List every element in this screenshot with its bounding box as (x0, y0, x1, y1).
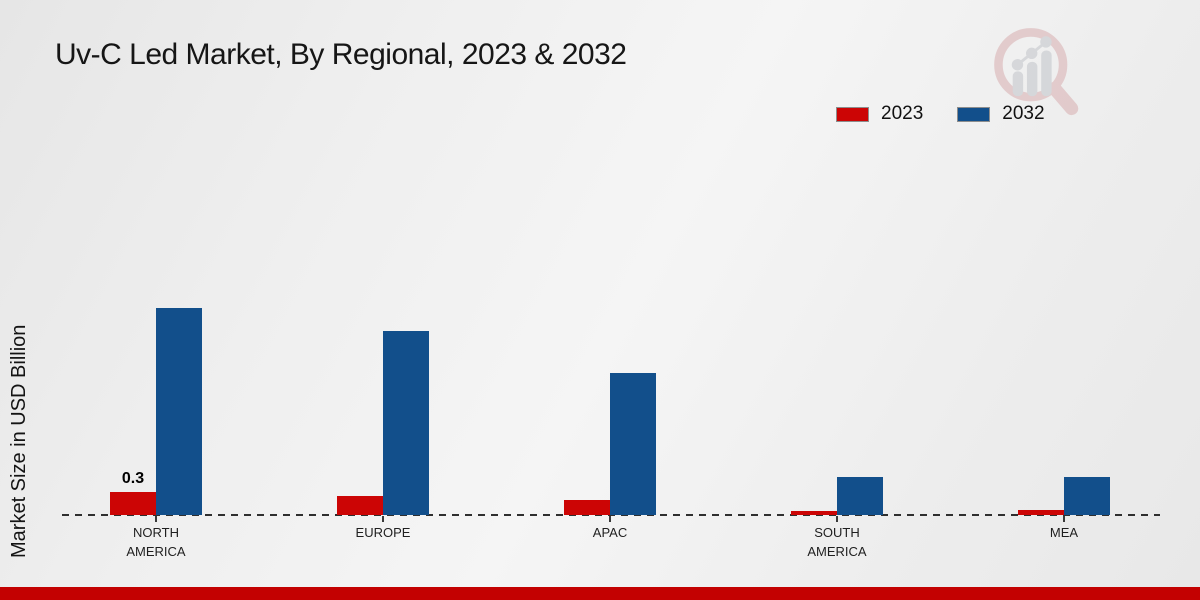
legend-item-2032: 2032 (957, 103, 1045, 125)
x-label-south-america: SOUTH AMERICA (807, 525, 867, 559)
bar-2032-europe (383, 331, 429, 515)
zero-baseline (62, 514, 1160, 516)
x-tick-mea (1063, 516, 1065, 522)
legend-item-2023: 2023 (836, 103, 923, 125)
bar-2032-north-america (156, 308, 202, 515)
magnifier-icon (994, 28, 1079, 116)
x-tick-europe (382, 516, 384, 522)
bar-value-label-2023-north-america: 0.3 (121, 470, 145, 487)
bar-2023-north-america (110, 492, 156, 515)
y-axis-title: Market Size in USD Billion (8, 324, 30, 558)
x-tick-north-america (155, 516, 157, 522)
x-tick-south-america (836, 516, 838, 522)
bar-2032-south-america (837, 477, 883, 515)
bar-2023-mea (1018, 510, 1064, 515)
x-label-europe: EUROPE (355, 525, 411, 540)
legend-swatch-2023 (836, 106, 869, 122)
legend-label-2023: 2023 (881, 103, 924, 124)
chart-title: Uv-C Led Market, By Regional, 2023 & 203… (55, 38, 627, 71)
legend: 2023 2032 (836, 103, 1045, 125)
bar-growth-icon (1011, 36, 1052, 97)
watermark-logo (994, 28, 1079, 116)
bar-2032-apac (610, 373, 656, 515)
x-tick-apac (609, 516, 611, 522)
x-label-apac: APAC (592, 525, 628, 540)
bar-2023-europe (337, 496, 383, 515)
x-label-north-america: NORTH AMERICA (126, 525, 186, 559)
legend-label-2032: 2032 (1002, 103, 1045, 124)
legend-swatch-2032 (957, 106, 991, 122)
footer-accent-strip (0, 587, 1200, 600)
bar-2023-apac (564, 500, 610, 515)
bar-2032-mea (1064, 477, 1110, 515)
bar-2023-south-america (791, 511, 837, 515)
x-label-mea: MEA (1049, 525, 1079, 540)
